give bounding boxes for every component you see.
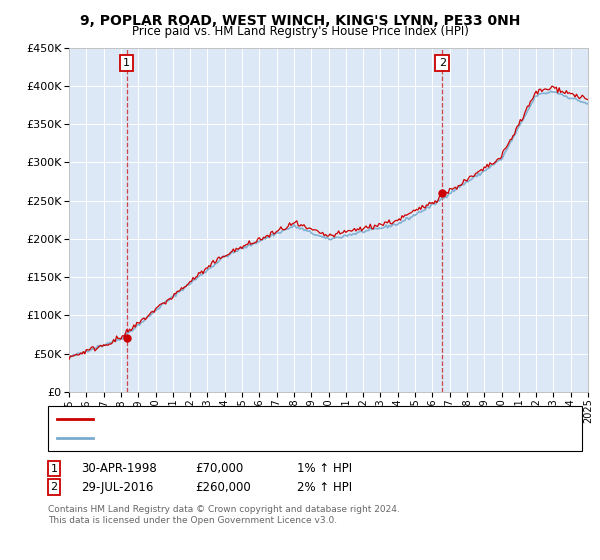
Text: 30-APR-1998: 30-APR-1998 — [81, 462, 157, 475]
Text: £260,000: £260,000 — [195, 480, 251, 494]
Text: 1% ↑ HPI: 1% ↑ HPI — [297, 462, 352, 475]
Text: 9, POPLAR ROAD, WEST WINCH, KING'S LYNN, PE33 0NH (detached house): 9, POPLAR ROAD, WEST WINCH, KING'S LYNN,… — [99, 413, 487, 423]
Text: 9, POPLAR ROAD, WEST WINCH, KING'S LYNN, PE33 0NH: 9, POPLAR ROAD, WEST WINCH, KING'S LYNN,… — [80, 14, 520, 28]
Text: 29-JUL-2016: 29-JUL-2016 — [81, 480, 154, 494]
Text: £70,000: £70,000 — [195, 462, 243, 475]
Text: 2: 2 — [439, 58, 446, 68]
Text: Contains HM Land Registry data © Crown copyright and database right 2024.
This d: Contains HM Land Registry data © Crown c… — [48, 505, 400, 525]
Text: HPI: Average price, detached house, King's Lynn and West Norfolk: HPI: Average price, detached house, King… — [99, 433, 443, 444]
Text: 1: 1 — [123, 58, 130, 68]
Text: Price paid vs. HM Land Registry's House Price Index (HPI): Price paid vs. HM Land Registry's House … — [131, 25, 469, 38]
Text: 2% ↑ HPI: 2% ↑ HPI — [297, 480, 352, 494]
Text: 2: 2 — [50, 482, 58, 492]
Text: 1: 1 — [50, 464, 58, 474]
